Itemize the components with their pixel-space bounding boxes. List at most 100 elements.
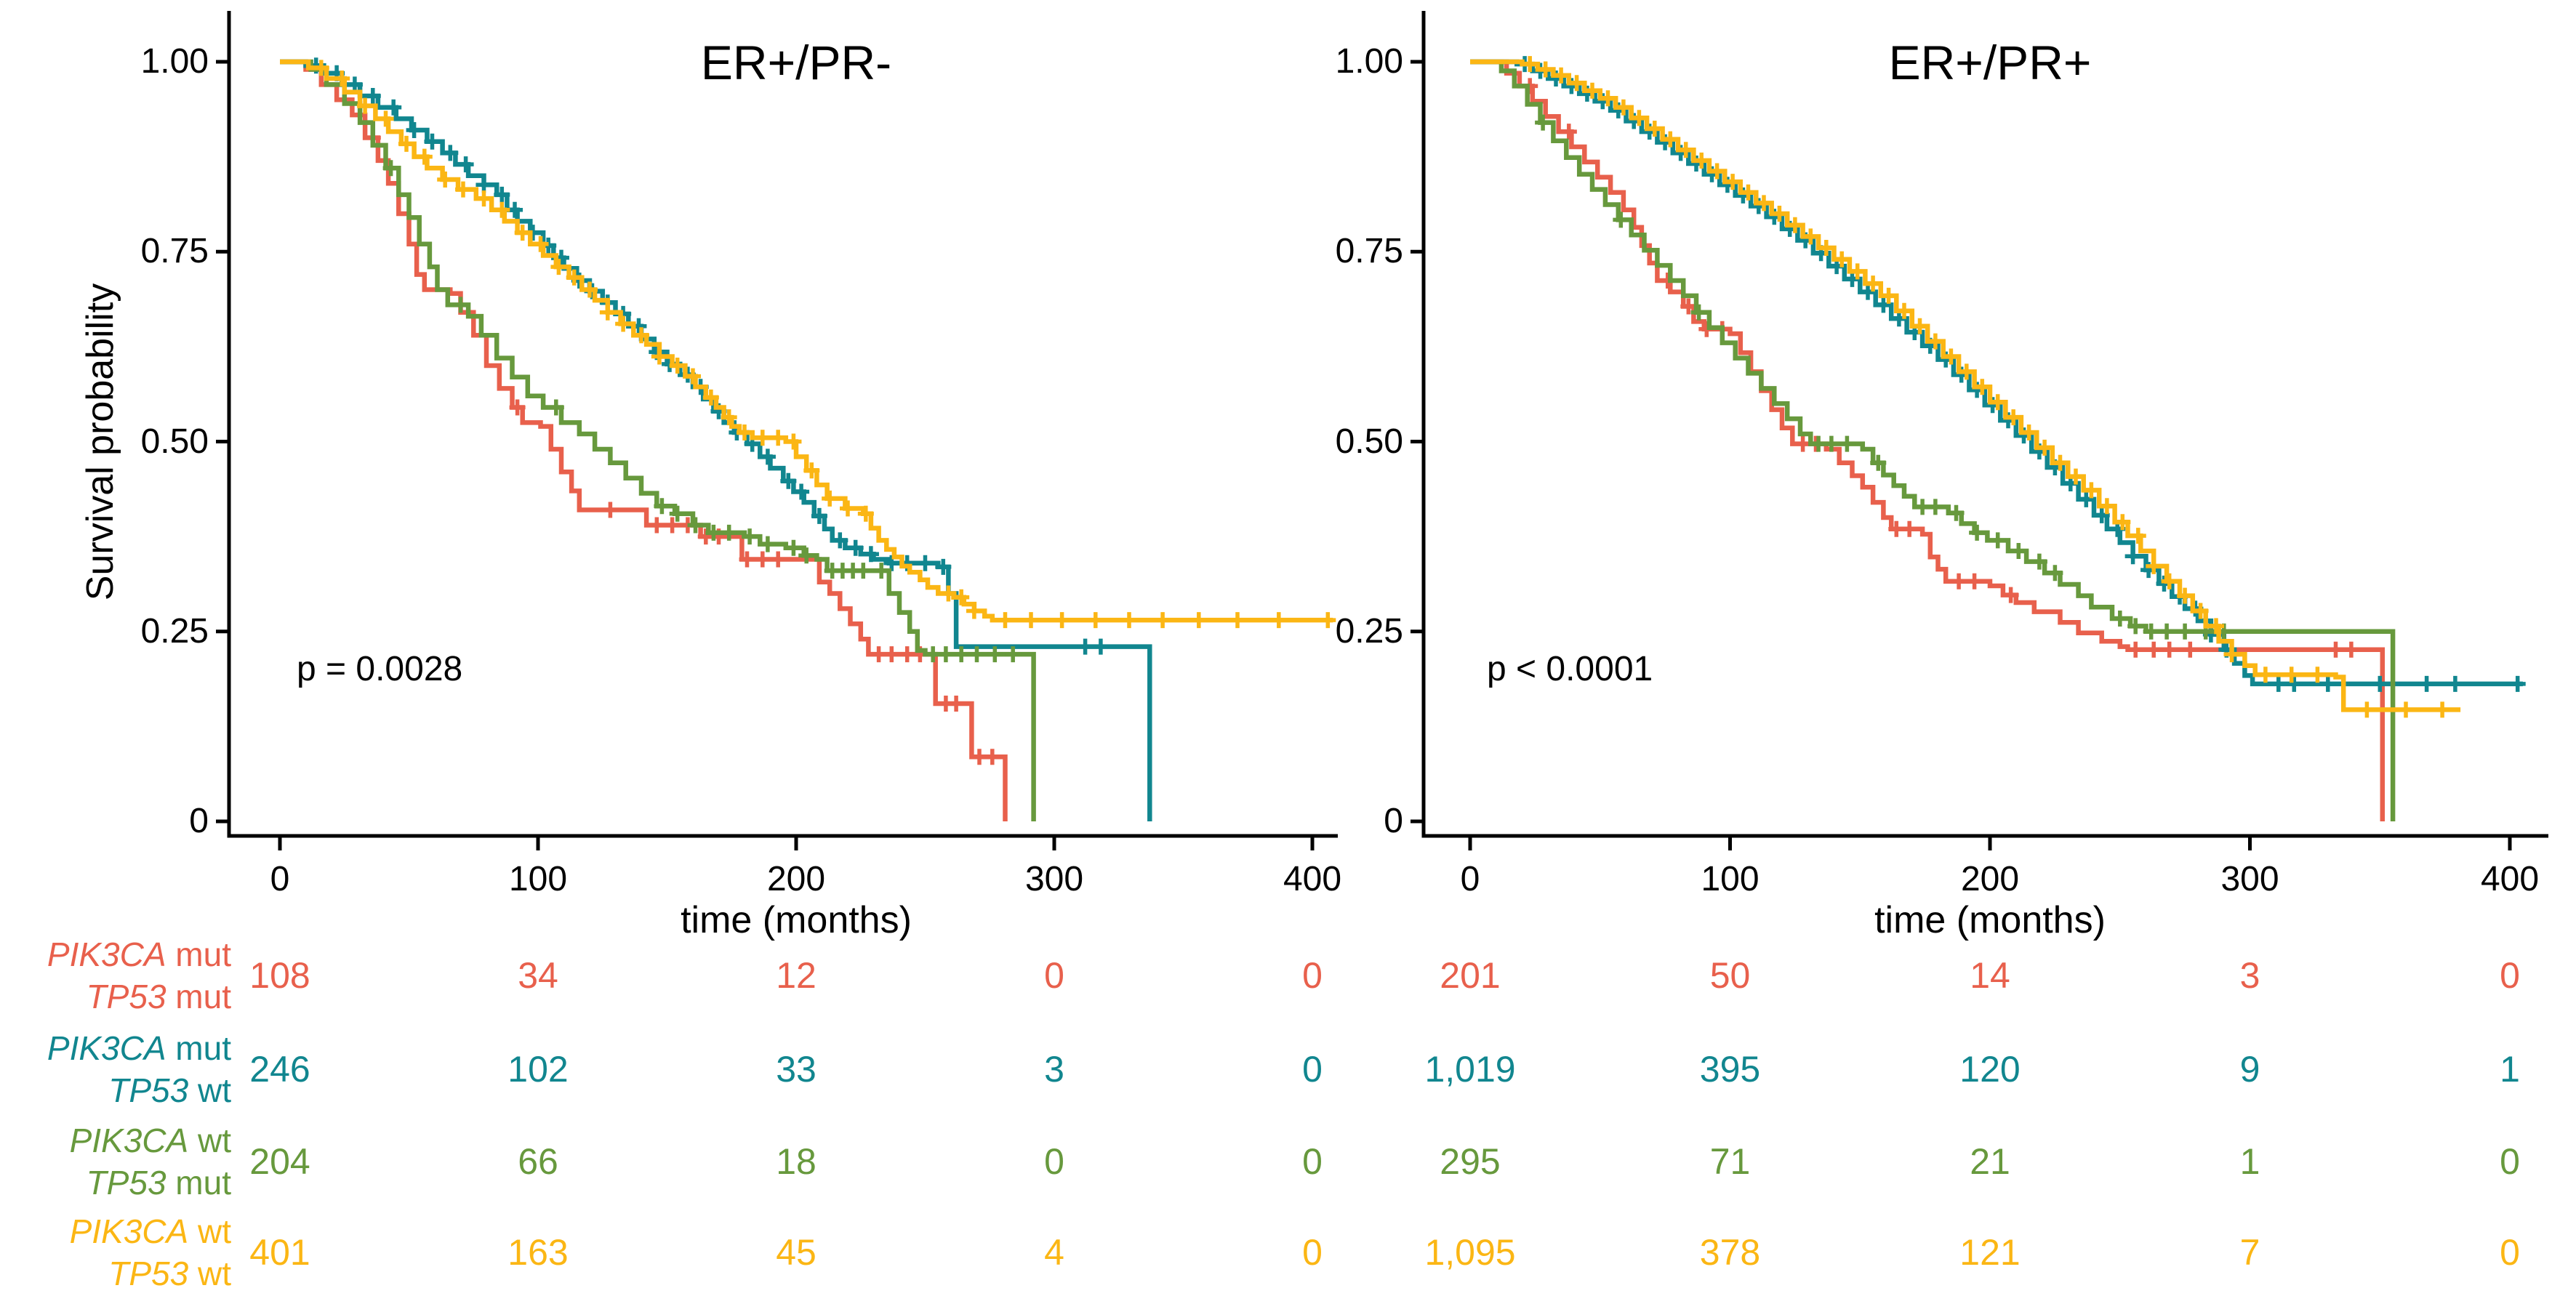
at-risk-count: 9 [2239, 1049, 2260, 1090]
gene-name: PIK3CA [69, 1212, 189, 1250]
y-tick-label: 0.25 [1335, 611, 1403, 651]
at-risk-count: 3 [2239, 955, 2260, 996]
at-risk-count: 14 [1970, 955, 2010, 996]
at-risk-count: 0 [1044, 1141, 1064, 1182]
risk-group-label: TP53 wt [0, 1071, 231, 1110]
at-risk-count: 0 [2500, 955, 2520, 996]
y-tick-label: 0 [189, 802, 209, 840]
at-risk-count: 34 [518, 955, 558, 996]
mutation-status: mut [166, 1164, 231, 1202]
at-risk-count: 246 [249, 1049, 310, 1090]
at-risk-count: 71 [1709, 1141, 1751, 1182]
at-risk-count: 4 [1044, 1232, 1064, 1273]
x-tick-label: 100 [1701, 860, 1760, 898]
x-tick-label: 300 [1024, 860, 1084, 898]
at-risk-count: 0 [1302, 1049, 1323, 1090]
x-tick-label: 0 [270, 860, 290, 898]
survival-curve-red-1 [1470, 59, 2386, 821]
x-tick-label: 0 [1460, 860, 1480, 898]
p-value-right: p < 0.0001 [1487, 650, 1653, 688]
y-tick-label: 0 [1384, 802, 1403, 840]
censor-marks-green-1 [1535, 114, 2232, 640]
censor-marks-yellow-1 [1522, 56, 2451, 718]
y-tick-label: 1.00 [1335, 42, 1403, 81]
at-risk-count: 66 [518, 1141, 558, 1182]
mutation-status: mut [166, 935, 231, 973]
censor-marks-yellow-0 [313, 60, 1336, 629]
gene-name: TP53 [108, 1255, 189, 1292]
at-risk-count: 0 [1302, 1141, 1323, 1182]
at-risk-count: 108 [249, 955, 310, 996]
y-tick-label: 1.00 [140, 42, 209, 81]
x-tick-label: 200 [1960, 860, 2020, 898]
at-risk-count: 21 [1970, 1141, 2010, 1182]
x-axis-label-left: time (months) [681, 899, 912, 941]
at-risk-count: 0 [1302, 1232, 1323, 1273]
x-tick-label: 200 [766, 860, 826, 898]
gene-name: PIK3CA [69, 1122, 189, 1159]
at-risk-count: 120 [1959, 1049, 2021, 1090]
censor-marks-teal-0 [308, 57, 1109, 655]
at-risk-count: 0 [1044, 955, 1064, 996]
at-risk-count: 3 [1044, 1049, 1064, 1090]
at-risk-count: 295 [1440, 1141, 1501, 1182]
risk-group-label: PIK3CA wt [0, 1212, 231, 1251]
survival-curve-teal-1 [1470, 59, 2523, 687]
y-tick-label: 0.50 [1335, 422, 1403, 461]
at-risk-count: 401 [249, 1232, 310, 1273]
y-tick-label: 0.50 [140, 422, 209, 461]
mutation-status: wt [188, 1255, 231, 1292]
p-value-left: p = 0.0028 [297, 650, 463, 688]
survival-curve-yellow-1 [1470, 59, 2461, 712]
survival-curve-teal-0 [280, 59, 1152, 821]
at-risk-count: 395 [1699, 1049, 1761, 1090]
survival-curve-yellow-0 [280, 59, 1333, 623]
at-risk-count: 201 [1440, 955, 1501, 996]
at-risk-count: 18 [776, 1141, 816, 1182]
at-risk-count: 1 [2239, 1141, 2260, 1182]
x-tick-label: 400 [1283, 860, 1342, 898]
at-risk-count: 121 [1959, 1232, 2021, 1273]
panel-title-left: ER+/PR- [700, 36, 892, 89]
at-risk-count: 33 [776, 1049, 816, 1090]
mutation-status: mut [166, 978, 231, 1015]
at-risk-count: 204 [249, 1141, 310, 1182]
at-risk-count: 163 [507, 1232, 569, 1273]
y-tick-label: 0.75 [1335, 232, 1403, 271]
at-risk-count: 12 [776, 955, 816, 996]
survival-curve-green-1 [1470, 59, 2396, 821]
risk-group-label: PIK3CA mut [0, 1029, 231, 1068]
y-tick-label: 0.25 [140, 611, 209, 651]
mutation-status: mut [166, 1029, 231, 1067]
mutation-status: wt [188, 1122, 231, 1159]
gene-name: PIK3CA [47, 1029, 166, 1067]
at-risk-count: 1 [2500, 1049, 2520, 1090]
risk-group-label: PIK3CA mut [0, 935, 231, 974]
x-tick-label: 100 [508, 860, 568, 898]
at-risk-count: 45 [776, 1232, 816, 1273]
at-risk-count: 50 [1709, 955, 1751, 996]
survival-curve-green-0 [280, 59, 1036, 821]
at-risk-count: 1,019 [1424, 1049, 1516, 1090]
y-tick-label: 0.75 [140, 232, 209, 271]
at-risk-count: 0 [1302, 955, 1323, 996]
at-risk-count: 378 [1699, 1232, 1761, 1273]
at-risk-count: 1,095 [1424, 1232, 1516, 1273]
gene-name: PIK3CA [47, 935, 166, 973]
at-risk-count: 0 [2500, 1141, 2520, 1182]
at-risk-count: 0 [2500, 1232, 2520, 1273]
censor-marks-teal-1 [1517, 56, 2526, 692]
at-risk-count: 102 [507, 1049, 569, 1090]
x-tick-label: 300 [2220, 860, 2279, 898]
censor-marks-red-1 [1522, 78, 2359, 658]
panel-title-right: ER+/PR+ [1888, 36, 2092, 89]
mutation-status: wt [188, 1212, 231, 1250]
censor-marks-green-0 [382, 160, 1022, 663]
risk-group-label: TP53 mut [0, 977, 231, 1016]
x-tick-label: 400 [2480, 860, 2540, 898]
gene-name: TP53 [86, 1164, 166, 1202]
survival-curve-red-0 [280, 59, 1008, 821]
risk-group-label: TP53 wt [0, 1254, 231, 1293]
